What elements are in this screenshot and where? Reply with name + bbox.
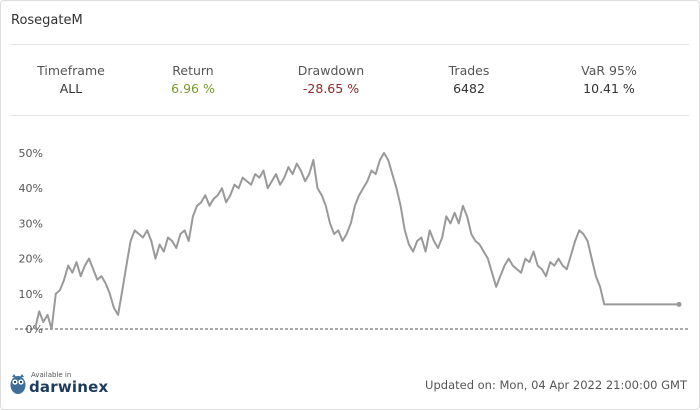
stat-value: 6.96 % xyxy=(171,81,215,96)
return-chart: 0% 10% 20% 30% 40% 50% xyxy=(15,147,689,336)
strategy-title: RosegateM xyxy=(11,13,83,28)
return-series-line xyxy=(34,152,679,330)
stat-label: Return xyxy=(172,63,214,78)
owl-logo-icon xyxy=(10,374,26,394)
stat-value: -28.65 % xyxy=(302,81,360,96)
stat-timeframe: Timeframe ALL xyxy=(1,63,141,96)
stat-drawdown: Drawdown -28.65 % xyxy=(261,63,401,96)
stats-divider xyxy=(11,115,689,116)
y-tick-label: 50% xyxy=(19,147,43,160)
stat-label: Drawdown xyxy=(297,63,365,78)
brand-name: darwinex xyxy=(29,378,109,396)
y-tick-label: 40% xyxy=(19,182,43,195)
stats-row: Timeframe ALL Return 6.96 % Drawdown -28… xyxy=(1,63,700,103)
header-divider xyxy=(11,44,689,45)
y-tick-label: 10% xyxy=(19,288,43,301)
updated-timestamp: Updated on: Mon, 04 Apr 2022 21:00:00 GM… xyxy=(425,378,687,392)
stat-label: Trades xyxy=(448,63,490,78)
stat-trades: Trades 6482 xyxy=(399,63,539,96)
stat-label: VaR 95% xyxy=(581,63,637,78)
y-tick-label: 30% xyxy=(19,217,43,230)
stat-value: ALL xyxy=(59,81,83,96)
stat-var: VaR 95% 10.41 % xyxy=(539,63,679,96)
series-end-point xyxy=(676,301,682,307)
available-in-label: Available in xyxy=(31,371,72,379)
stat-value: 10.41 % xyxy=(583,81,635,96)
y-tick-label: 0% xyxy=(26,323,43,336)
stat-label: Timeframe xyxy=(37,63,105,78)
y-tick-label: 20% xyxy=(19,253,43,266)
stat-return: Return 6.96 % xyxy=(123,63,263,96)
stat-value: 6482 xyxy=(453,81,485,96)
